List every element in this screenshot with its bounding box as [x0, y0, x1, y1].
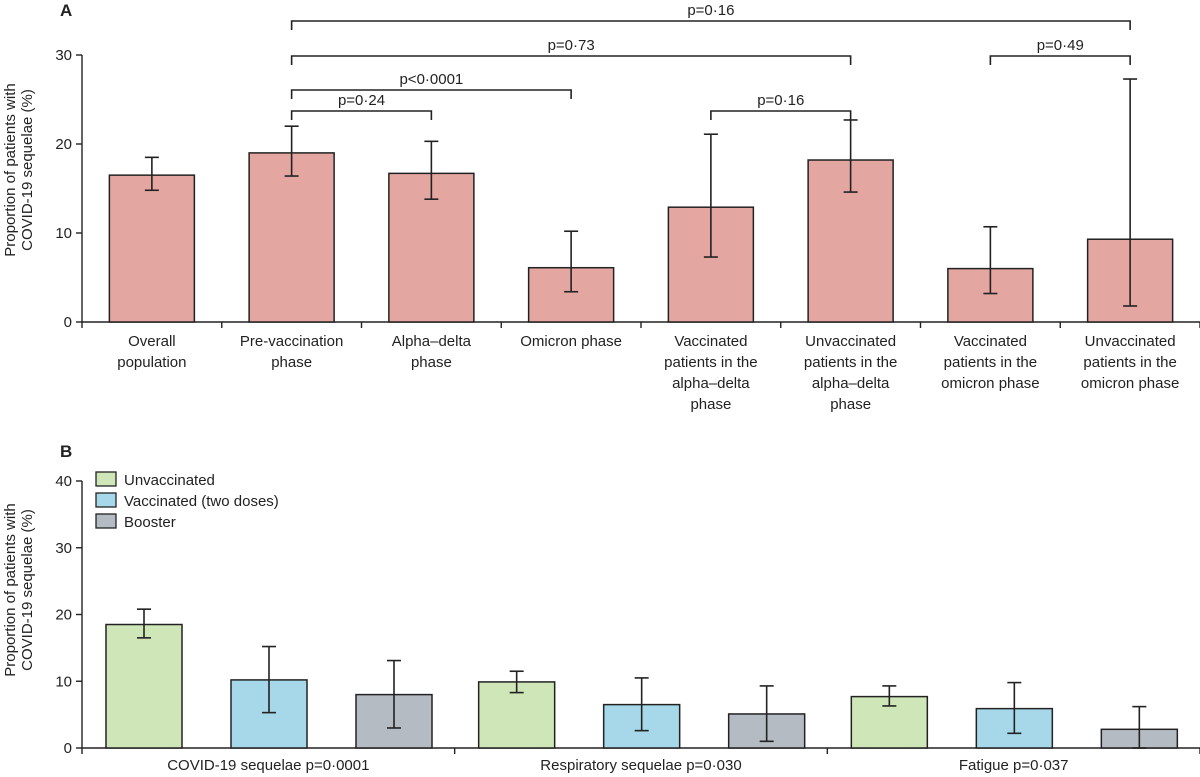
panel-a-category-label: Alpha–delta [392, 333, 472, 350]
panel-a-ylabel-line1: Proportion of patients with [2, 83, 19, 256]
panel-a-comparison-bracket [290, 89, 572, 99]
panel-b-legend-swatch [95, 513, 117, 529]
panel-a-y-tick-label: 20 [55, 136, 72, 153]
panel-a-p-value: p=0·16 [757, 92, 804, 109]
panel-a-ylabel-line2: COVID-19 sequelae (%) [19, 89, 36, 251]
panel-b-legend-label: Unvaccinated [124, 472, 215, 489]
panel-b-ylabel-line2: COVID-19 sequelae (%) [19, 509, 36, 671]
panel-a-category-label: Pre-vaccination [240, 333, 343, 350]
panel-b-legend-label: Booster [124, 514, 176, 531]
panel-a-comparison-bracket [710, 110, 852, 120]
panel-b-legend-swatch [95, 492, 117, 508]
panel-a-category-label: patients in the [664, 354, 757, 371]
panel-b-ylabel-line1: Proportion of patients with [2, 503, 19, 676]
panel-b-y-tick-label: 40 [55, 473, 72, 490]
panel-a-bar [248, 152, 335, 323]
panel-a-category-label: phase [830, 396, 871, 413]
panel-a-y-tick-label: 10 [55, 225, 72, 242]
panel-a-category-label: population [117, 354, 186, 371]
panel-b-group-label: Respiratory sequelae p=0·030 [540, 757, 741, 774]
panel-b-legend-swatch [95, 471, 117, 487]
panel-b-y-tick-label: 30 [55, 540, 72, 557]
panel-b-bar [105, 623, 183, 749]
panel-a-category-label: Overall [128, 333, 176, 350]
panel-a-comparison-bracket [989, 55, 1131, 65]
panel-a-category-label: phase [411, 354, 452, 371]
panel-a-comparison-bracket [290, 20, 1131, 30]
panel-a-category-label: Vaccinated [954, 333, 1027, 350]
panel-a-bar [667, 206, 755, 323]
panel-b-group-label: COVID-19 sequelae p=0·0001 [167, 757, 369, 774]
panel-b-legend-label: Vaccinated (two doses) [124, 493, 279, 510]
panel-a-bar [108, 174, 196, 323]
panel-a-category-label: Unvaccinated [1085, 333, 1176, 350]
panel-a-p-value: p=0·16 [687, 2, 734, 19]
panel-a-y-tick-label: 0 [64, 314, 72, 331]
panel-b-plot: 0 10 20 30 40 COVID-19 sequelae p=0·0001 Respi… [55, 471, 1200, 774]
panel-a-category-label: patients in the [804, 354, 897, 371]
panel-a-comparison-bracket [290, 110, 433, 120]
panel-a-p-value: p<0·0001 [399, 71, 463, 88]
panel-a-category-label: Unvaccinated [805, 333, 896, 350]
panel-a-category-label: Omicron phase [520, 333, 622, 350]
panel-a-plot: 0 10 20 30 Overall population Pre-vaccination p… [55, 2, 1200, 413]
panel-b-group-label: Fatigue p=0·037 [959, 757, 1069, 774]
panel-a-p-value: p=0·49 [1037, 37, 1084, 54]
panel-a-category-label: omicron phase [1081, 375, 1179, 392]
panel-a-p-value: p=0·24 [338, 92, 385, 109]
panel-a-p-value: p=0·73 [548, 37, 595, 54]
panel-a-category-label: alpha–delta [812, 375, 890, 392]
panel-a-comparison-bracket [290, 55, 852, 65]
panel-b-y-tick-label: 0 [64, 740, 72, 757]
panel-a-y-tick-label: 30 [55, 47, 72, 64]
panel-b-y-tick-label: 10 [55, 673, 72, 690]
panel-a-category-label: phase [690, 396, 731, 413]
panel-b-letter: B [60, 442, 72, 461]
panel-b: B Proportion of patients with COVID-19 s… [2, 442, 1200, 774]
panel-a-letter: A [60, 1, 72, 20]
panel-a: A Proportion of patients with COVID-19 s… [2, 1, 1200, 413]
panel-a-category-label: patients in the [944, 354, 1037, 371]
panel-b-y-tick-label: 20 [55, 607, 72, 624]
panel-a-category-label: alpha–delta [672, 375, 750, 392]
panel-a-category-label: patients in the [1083, 354, 1176, 371]
panel-b-bar [850, 695, 929, 749]
panel-a-category-label: phase [271, 354, 312, 371]
panel-a-category-label: Vaccinated [674, 333, 747, 350]
panel-a-category-label: omicron phase [941, 375, 1039, 392]
